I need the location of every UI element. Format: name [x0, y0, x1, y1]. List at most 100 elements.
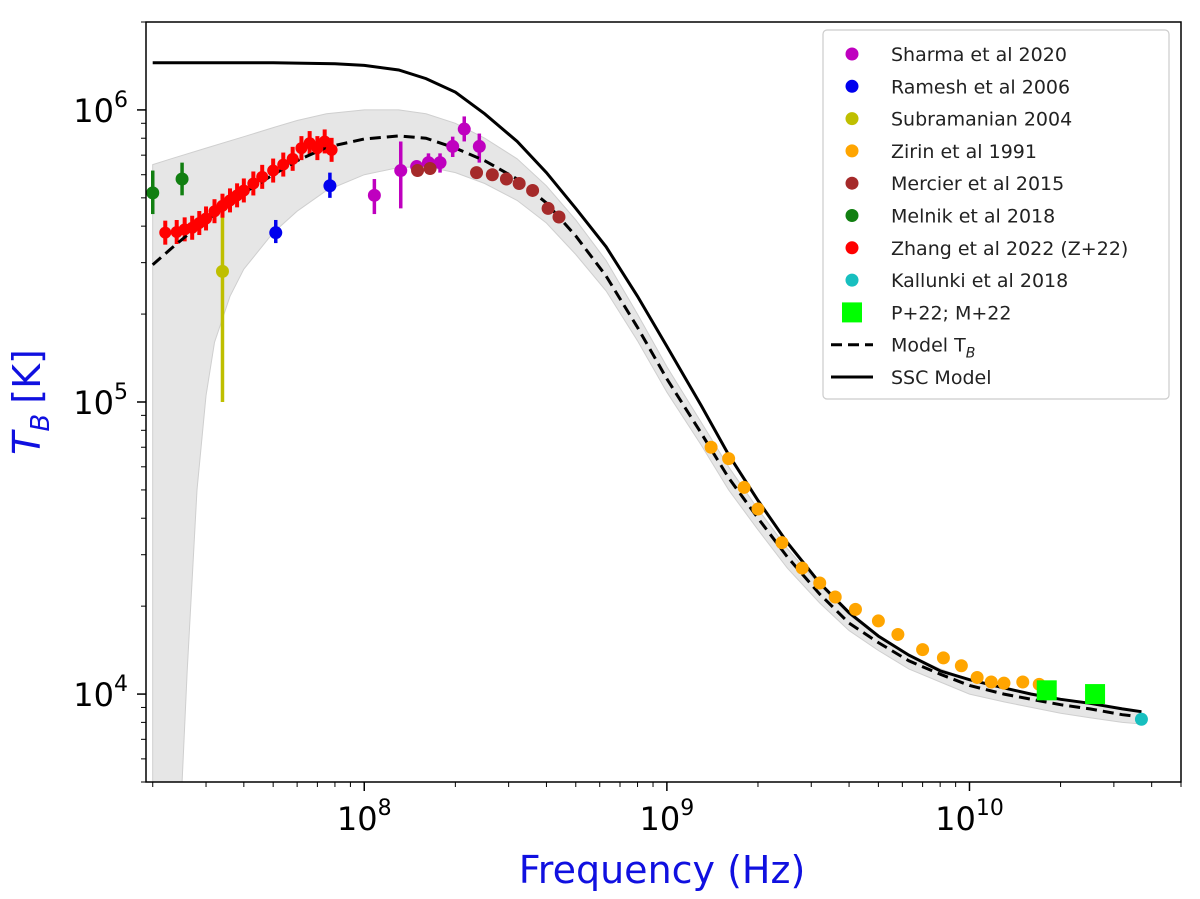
- x-tick-label-1: 109: [640, 796, 695, 838]
- point-zirin-et-al-1991-5: [795, 561, 809, 575]
- point-sharma-et-al-2020-1: [394, 164, 408, 178]
- point-zhang-et-al-2022-z-22-10: [237, 184, 250, 197]
- x-tick-label-0: 108: [337, 796, 392, 838]
- point-zhang-et-al-2022-z-22-11: [247, 177, 260, 190]
- point-zirin-et-al-1991-15: [984, 675, 998, 689]
- legend-marker-4: [845, 176, 859, 190]
- point-zirin-et-al-1991-16: [997, 676, 1011, 690]
- x-axis-label: Frequency (Hz): [519, 848, 806, 892]
- x-axis-ticks: 108 109 1010: [152, 782, 1182, 838]
- y-axis-label-unit: [K]: [5, 349, 49, 404]
- point-zirin-et-al-1991-17: [1016, 675, 1030, 689]
- point-zhang-et-al-2022-z-22-15: [286, 152, 299, 165]
- point-zirin-et-al-1991-9: [871, 614, 885, 628]
- point-zirin-et-al-1991-0: [704, 440, 718, 454]
- legend-marker-6: [845, 241, 859, 255]
- legend-entry-1: Ramesh et al 2006: [845, 76, 1070, 98]
- point-zirin-et-al-1991-6: [813, 576, 827, 590]
- y-tick-label-0: 104: [73, 672, 128, 714]
- point-mercier-et-al-2015-8: [552, 210, 566, 224]
- x-tick-label-2: 1010: [935, 796, 1004, 838]
- legend: Sharma et al 2020 Ramesh et al 2006 Subram…: [822, 29, 1170, 400]
- legend-entry-5: Melnik et al 2018: [845, 206, 1055, 228]
- legend-entry-7: Kallunki et al 2018: [845, 270, 1068, 292]
- point-zirin-et-al-1991-3: [751, 502, 765, 516]
- legend-label-9: Model TB: [891, 335, 975, 362]
- legend-label-1: Ramesh et al 2006: [891, 76, 1070, 98]
- legend-entry-9: Model TB: [831, 335, 975, 362]
- point-sharma-et-al-2020-6: [457, 122, 471, 136]
- legend-label-8: P+22; M+22: [891, 302, 1012, 324]
- legend-marker-1: [845, 79, 859, 93]
- point-melnik-et-al-2018-1: [175, 172, 189, 186]
- data-markers: [146, 122, 1148, 726]
- legend-entry-2: Subramanian 2004: [845, 109, 1072, 131]
- plot-area: [146, 61, 1148, 782]
- point-zhang-et-al-2022-z-22-0: [159, 226, 172, 239]
- legend-entry-0: Sharma et al 2020: [845, 44, 1067, 66]
- legend-marker-8: [842, 302, 862, 323]
- point-mercier-et-al-2015-1: [423, 162, 437, 176]
- legend-label-6: Zhang et al 2022 (Z+22): [891, 238, 1128, 260]
- point-zirin-et-al-1991-4: [775, 536, 789, 550]
- legend-entry-3: Zirin et al 1991: [845, 141, 1037, 163]
- point-p-22-m-22-1: [1085, 684, 1106, 705]
- point-zhang-et-al-2022-z-22-5: [200, 212, 213, 225]
- svg-text:TB[K]: TB [K]: [5, 349, 56, 455]
- point-mercier-et-al-2015-0: [411, 164, 425, 178]
- point-zirin-et-al-1991-12: [936, 651, 950, 665]
- legend-marker-0: [845, 47, 859, 61]
- y-axis-label-sub: B: [26, 414, 56, 432]
- legend-entry-4: Mercier et al 2015: [845, 173, 1064, 195]
- point-zirin-et-al-1991-1: [722, 452, 736, 466]
- point-mercier-et-al-2015-3: [485, 168, 499, 182]
- legend-marker-3: [845, 144, 859, 158]
- point-zirin-et-al-1991-2: [737, 480, 751, 494]
- legend-label-7: Kallunki et al 2018: [891, 270, 1068, 292]
- legend-entry-8: P+22; M+22: [842, 302, 1012, 324]
- legend-label-3: Zirin et al 1991: [891, 141, 1037, 163]
- y-tick-label-1: 105: [73, 380, 128, 422]
- legend-label-5: Melnik et al 2018: [891, 206, 1055, 228]
- point-zirin-et-al-1991-11: [916, 643, 930, 657]
- point-mercier-et-al-2015-5: [512, 176, 526, 190]
- point-zirin-et-al-1991-14: [970, 670, 984, 684]
- point-mercier-et-al-2015-7: [541, 201, 555, 215]
- point-zhang-et-al-2022-z-22-19: [318, 135, 331, 148]
- line-model-tb: [151, 134, 1142, 719]
- point-sharma-et-al-2020-4: [433, 156, 447, 170]
- point-zirin-et-al-1991-8: [848, 602, 862, 616]
- y-axis-label: TB [K]: [5, 349, 56, 455]
- point-mercier-et-al-2015-4: [499, 172, 513, 186]
- legend-box: [822, 29, 1170, 400]
- legend-label-4: Mercier et al 2015: [891, 173, 1064, 195]
- point-zirin-et-al-1991-7: [828, 590, 842, 604]
- legend-entry-10: SSC Model: [831, 367, 991, 389]
- point-p-22-m-22-0: [1036, 680, 1057, 701]
- point-zhang-et-al-2022-z-22-13: [267, 164, 280, 177]
- point-subramanian-2004-0: [215, 264, 229, 278]
- point-sharma-et-al-2020-5: [446, 139, 460, 153]
- point-mercier-et-al-2015-6: [526, 183, 540, 197]
- point-sharma-et-al-2020-7: [472, 139, 486, 153]
- legend-entry-6: Zhang et al 2022 (Z+22): [845, 238, 1128, 260]
- point-zhang-et-al-2022-z-22-12: [256, 170, 269, 183]
- point-melnik-et-al-2018-0: [146, 186, 160, 200]
- legend-marker-2: [845, 112, 859, 126]
- point-kallunki-et-al-2018-0: [1134, 712, 1148, 726]
- legend-label-10: SSC Model: [891, 367, 991, 389]
- point-zirin-et-al-1991-13: [954, 659, 968, 673]
- legend-label-2: Subramanian 2004: [891, 109, 1072, 131]
- point-ramesh-et-al-2006-0: [269, 226, 283, 240]
- legend-marker-7: [845, 273, 859, 287]
- legend-marker-5: [845, 209, 859, 222]
- point-zirin-et-al-1991-10: [891, 627, 905, 641]
- legend-label-0: Sharma et al 2020: [891, 44, 1067, 66]
- y-axis-label-main: T: [5, 429, 49, 455]
- point-sharma-et-al-2020-0: [367, 188, 381, 202]
- point-ramesh-et-al-2006-1: [323, 179, 337, 193]
- y-axis-ticks: 104 105 106: [73, 21, 146, 783]
- point-zhang-et-al-2022-z-22-14: [277, 158, 290, 171]
- point-mercier-et-al-2015-2: [470, 166, 484, 180]
